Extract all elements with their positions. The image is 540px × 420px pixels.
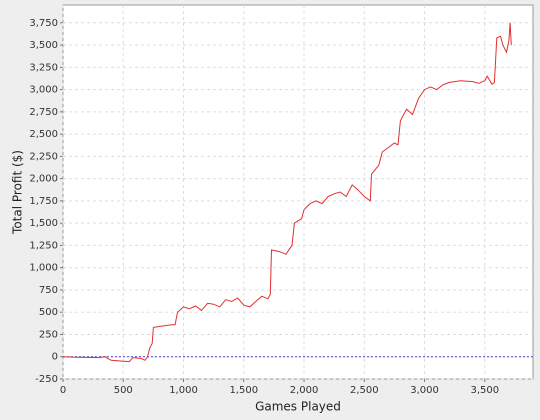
- data-line: [62, 22, 512, 363]
- x-tick-label: 3,500: [470, 385, 499, 396]
- y-tick-label: -250: [35, 374, 58, 385]
- plot-area: [62, 4, 534, 380]
- y-tick-label: 250: [39, 329, 58, 340]
- y-tick-label: 1,000: [29, 263, 58, 274]
- y-tick-label: 3,750: [29, 18, 58, 29]
- y-tick-label: 3,000: [29, 85, 58, 96]
- y-tick-label: 2,250: [29, 151, 58, 162]
- x-tick-label: 500: [114, 385, 133, 396]
- y-axis-title: Total Profit ($): [11, 150, 25, 235]
- y-tick-label: 1,250: [29, 240, 58, 251]
- y-tick-label: 500: [39, 307, 58, 318]
- y-tick-label: 2,750: [29, 107, 58, 118]
- y-tick-label: 1,500: [29, 218, 58, 229]
- x-tick-label: 0: [60, 385, 66, 396]
- y-tick-label: 0: [52, 352, 58, 363]
- x-tick-label: 2,000: [290, 385, 319, 396]
- x-axis-title: Games Played: [255, 400, 341, 414]
- x-tick-label: 1,500: [229, 385, 258, 396]
- x-tick-label: 1,000: [169, 385, 198, 396]
- x-tick-label: 3,000: [410, 385, 439, 396]
- y-tick-label: 2,500: [29, 129, 58, 140]
- x-tick-label: 2,500: [350, 385, 379, 396]
- y-tick-label: 3,250: [29, 62, 58, 73]
- y-tick-label: 1,750: [29, 196, 58, 207]
- y-tick-label: 2,000: [29, 174, 58, 185]
- y-tick-label: 3,500: [29, 40, 58, 51]
- y-tick-label: 750: [39, 285, 58, 296]
